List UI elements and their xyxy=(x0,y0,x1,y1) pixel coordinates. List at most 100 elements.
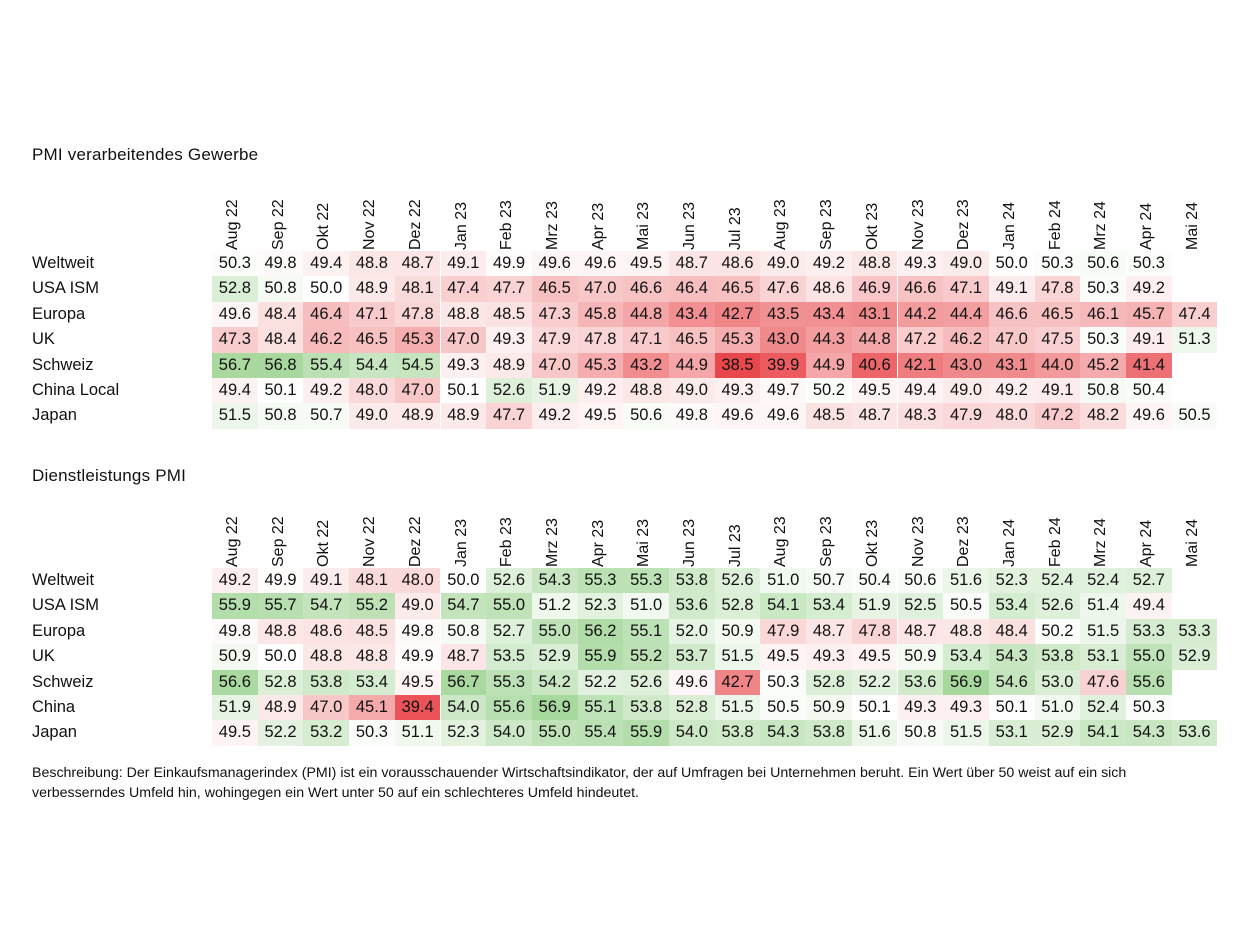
heatmap-cell: 52.2 xyxy=(257,720,304,746)
column-header-label: Apr 24 xyxy=(1138,519,1155,567)
heatmap-cell: 50.5 xyxy=(760,695,807,721)
heatmap-cell: 49.1 xyxy=(1034,378,1081,404)
heatmap-cell: 49.9 xyxy=(394,644,441,670)
column-header: Aug 23 xyxy=(760,505,806,567)
heatmap-cell: 46.9 xyxy=(851,276,898,302)
heatmap-cell: 52.4 xyxy=(1034,568,1081,594)
heatmap-cell: 47.1 xyxy=(349,301,395,328)
heatmap-cell: 53.3 xyxy=(1126,618,1172,645)
heatmap-cell: 44.2 xyxy=(897,301,944,328)
heatmap-cell: 50.1 xyxy=(440,378,487,404)
heatmap-cell: 45.3 xyxy=(394,327,441,353)
column-header-label: Feb 24 xyxy=(1046,517,1064,567)
row-label: UK xyxy=(32,330,55,349)
column-header-label: Jul 23 xyxy=(726,524,744,567)
heatmap-cell: 52.7 xyxy=(1126,568,1172,594)
heatmap-cell: 49.0 xyxy=(669,378,715,404)
heatmap-cell: 50.3 xyxy=(1080,276,1126,302)
heatmap-cell: 53.4 xyxy=(988,593,1035,619)
heatmap-cell: 55.0 xyxy=(1126,644,1172,670)
column-header: Jan 23 xyxy=(441,505,487,567)
heatmap-cell: 48.8 xyxy=(943,618,989,645)
heatmap-cell: 48.6 xyxy=(714,251,761,277)
heatmap-cell: 54.6 xyxy=(988,669,1035,695)
heatmap-cell: 44.8 xyxy=(623,301,669,328)
heatmap-cell: 49.3 xyxy=(440,352,487,378)
heatmap-cell: 47.6 xyxy=(760,276,807,302)
heatmap-cell: 49.3 xyxy=(897,251,944,277)
heatmap-cell: 49.3 xyxy=(486,327,532,353)
heatmap-cell: 49.9 xyxy=(257,568,304,594)
heatmap-cell: 47.1 xyxy=(623,327,669,353)
heatmap-cell: 54.0 xyxy=(669,720,715,746)
heatmap-cell: 51.6 xyxy=(943,568,989,594)
heatmap-cell: 49.5 xyxy=(851,378,898,404)
column-header-label: Dez 22 xyxy=(406,516,424,567)
heatmap-cell: 51.0 xyxy=(623,593,669,619)
heatmap-cell: 50.2 xyxy=(806,378,852,404)
heatmap-cell: 50.2 xyxy=(1034,618,1081,645)
heatmap-cell: 47.0 xyxy=(303,695,350,721)
heatmap-cell: 48.8 xyxy=(440,301,487,328)
heatmap-cell: 50.5 xyxy=(943,593,989,619)
heatmap-cell: 55.3 xyxy=(486,669,532,695)
column-header: Jan 24 xyxy=(989,505,1035,567)
heatmap-cell: 53.8 xyxy=(806,720,852,746)
heatmap-cell: 51.5 xyxy=(943,720,989,746)
heatmap-cell: 53.4 xyxy=(806,593,852,619)
column-header: Dez 23 xyxy=(943,505,989,567)
heatmap-cell: 42.1 xyxy=(897,352,944,378)
column-header: Feb 23 xyxy=(486,188,532,250)
heatmap-cell: 38.5 xyxy=(714,352,761,378)
column-header: Sep 22 xyxy=(258,505,304,567)
heatmap-cell: 49.3 xyxy=(897,695,944,721)
heatmap-cell: 55.3 xyxy=(577,568,624,594)
row-label: Weltweit xyxy=(32,254,95,272)
heatmap-cell: 50.0 xyxy=(988,251,1035,277)
heatmap-cell: 51.4 xyxy=(1080,593,1126,619)
heatmap-cell: 48.1 xyxy=(394,276,441,302)
heatmap-cell: 49.0 xyxy=(943,378,989,404)
heatmap-cell: 50.0 xyxy=(303,276,350,302)
heatmap-cell: 50.9 xyxy=(714,618,761,645)
row-label: China Local xyxy=(32,381,120,399)
column-header: Okt 22 xyxy=(303,188,349,250)
heatmap-cell: 47.9 xyxy=(760,618,807,645)
column-header-label: Jun 23 xyxy=(681,518,698,567)
heatmap-cell: 43.0 xyxy=(943,352,989,378)
heatmap-cell: 50.1 xyxy=(257,378,304,404)
heatmap-cell: 53.1 xyxy=(1080,644,1126,670)
heatmap-cell: 47.0 xyxy=(531,352,578,378)
heatmap-cell: 50.8 xyxy=(1080,378,1126,404)
heatmap-cell: 49.8 xyxy=(669,403,715,429)
heatmap-cell: 54.2 xyxy=(531,669,578,695)
heatmap-cell: 47.8 xyxy=(577,327,624,353)
heatmap-cell: 49.5 xyxy=(394,669,441,695)
heatmap-cell: 55.0 xyxy=(486,593,532,619)
heatmap-cell: 53.4 xyxy=(943,644,989,670)
heatmap-cell: 46.2 xyxy=(303,327,350,353)
row-label: Japan xyxy=(32,406,77,425)
heatmap-cell: 55.1 xyxy=(577,695,624,721)
heatmap-cell: 44.9 xyxy=(806,352,852,378)
heatmap-cell: 50.0 xyxy=(257,644,304,670)
column-header: Aug 23 xyxy=(760,188,806,250)
heatmap-cell: 53.2 xyxy=(303,720,350,746)
heatmap-cell: 53.8 xyxy=(303,669,350,695)
column-header-label: Jun 23 xyxy=(681,201,698,250)
heatmap-cell: 55.4 xyxy=(577,720,624,746)
column-header: Jul 23 xyxy=(715,505,761,567)
row-label: USA ISM xyxy=(32,596,99,615)
heatmap-cell: 55.9 xyxy=(623,720,669,746)
heatmap-cell: 56.7 xyxy=(440,669,487,695)
heatmap-cell: 46.1 xyxy=(1080,301,1126,328)
column-header: Mai 23 xyxy=(623,505,669,567)
heatmap-cell: 52.2 xyxy=(851,669,898,695)
heatmap-cell: 47.9 xyxy=(943,403,989,429)
heatmap-cell: 55.1 xyxy=(623,618,669,645)
column-header-label: Nov 23 xyxy=(909,516,927,567)
heatmap-cell: 48.5 xyxy=(349,618,395,645)
heatmap-cell: 48.0 xyxy=(349,378,395,404)
column-header: Mai 23 xyxy=(623,188,669,250)
heatmap-cell: 47.6 xyxy=(1080,669,1126,695)
